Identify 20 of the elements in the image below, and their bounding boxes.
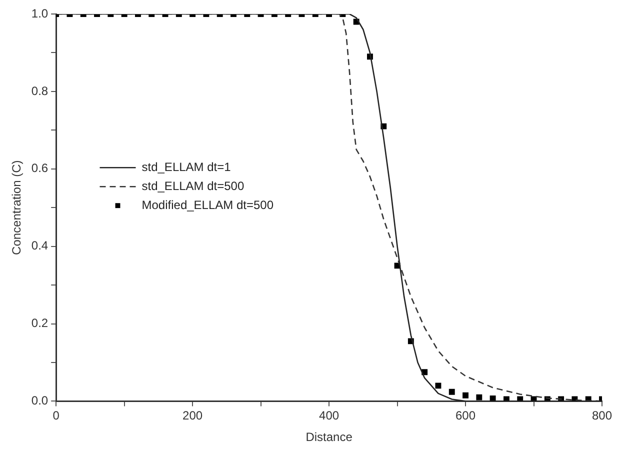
y-tick-label: 0.6: [31, 161, 48, 176]
y-axis-title: Concentration (C): [10, 160, 24, 255]
y-tick-label: 0.0: [31, 394, 48, 408]
x-tick-label: 0: [52, 408, 60, 423]
y-tick-label: 0.8: [31, 84, 48, 98]
x-tick-label: 600: [456, 408, 476, 423]
legend-label: std_ELLAM dt=500: [142, 178, 244, 193]
y-tick-label: 1.0: [31, 6, 48, 20]
x-axis-title: Distance: [306, 430, 353, 444]
legend-label: std_ELLAM dt=1: [142, 160, 232, 174]
x-tick-label: 400: [319, 408, 340, 423]
legend-label: Modified_ELLAM dt=500: [142, 198, 274, 212]
point: [435, 382, 442, 389]
point: [476, 394, 482, 400]
y-tick-label: 0.4: [31, 238, 48, 253]
x-tick-label: 200: [182, 408, 203, 423]
y-tick-label: 0.2: [31, 316, 48, 330]
point: [448, 388, 455, 395]
x-tick-label: 800: [592, 408, 612, 423]
point: [462, 392, 468, 398]
